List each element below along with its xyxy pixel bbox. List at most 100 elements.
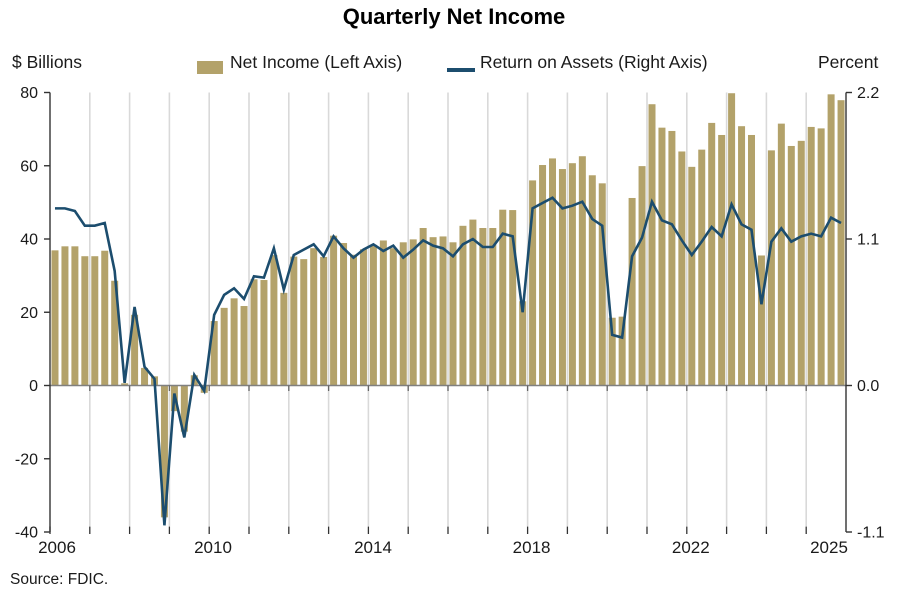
net-income-bar [588,175,596,386]
right-axis-tick-label: 0.0 [857,378,879,395]
net-income-bar [688,166,696,386]
net-income-bar [499,209,507,386]
net-income-bar [618,316,626,386]
net-income-bar [827,94,835,386]
left-axis-tick-label: -40 [15,525,38,542]
net-income-bar [250,279,258,386]
net-income-bar [300,259,308,386]
net-income-bar [787,145,795,386]
net-income-bar [330,235,338,386]
net-income-bar [628,197,636,386]
net-income-bar [121,383,129,386]
net-income-bar [270,255,278,386]
x-axis-year-label: 2018 [513,538,551,557]
x-axis-year-label: 2006 [38,538,76,557]
net-income-bar [777,123,785,386]
left-axis-unit-label: $ Billions [12,52,83,72]
net-income-bar [708,122,716,386]
net-income-bar [160,385,168,518]
right-axis-tick-label: -1.1 [857,525,885,542]
x-axis-year-label: 2014 [354,538,392,557]
net-income-bar [389,248,397,386]
net-income-bar [568,163,576,386]
x-axis-year-label: 2022 [672,538,710,557]
left-axis-tick-label: 60 [20,158,38,175]
left-axis-tick-label: 20 [20,305,38,322]
net-income-bar [549,158,556,386]
net-income-bar [131,314,139,386]
right-axis-unit-label: Percent [818,52,879,72]
net-income-bar [459,225,467,386]
net-income-bar [280,292,288,386]
net-income-bar [658,127,666,386]
net-income-bar [101,250,109,386]
source-note: Source: FDIC. [10,571,109,588]
net-income-bar [797,140,805,386]
chart-title: Quarterly Net Income [342,4,566,29]
net-income-bar [230,298,238,386]
right-axis-tick-label: 1.1 [857,232,879,249]
net-income-bar [51,250,59,386]
net-income-bar [290,256,298,386]
net-income-bar [817,128,825,386]
net-income-bar [519,301,527,386]
net-income-bar [837,100,845,386]
net-income-bar [429,237,437,386]
x-axis-year-label: 2025 [810,538,848,557]
net-income-bars [51,93,845,518]
net-income-bar [141,367,149,386]
net-income-bar [359,249,367,386]
net-income-bar [738,126,746,386]
net-income-bar [728,93,736,386]
net-income-bar [220,307,228,386]
net-income-legend-swatch-icon [197,61,223,74]
net-income-bar [608,317,616,386]
net-income-bar [350,254,357,386]
net-income-bar [469,219,477,386]
net-income-bar [439,236,447,386]
net-income-bar [369,244,377,386]
net-income-bar [668,130,676,386]
net-income-bar [180,385,188,432]
net-income-bar [598,183,606,386]
net-income-bar [529,180,537,386]
net-income-bar [767,150,775,386]
net-income-bar [340,243,348,386]
x-axis-year-label: 2010 [194,538,232,557]
return-on-assets-line [54,196,842,526]
net-income-bar [419,228,427,386]
zero-line-year-ticks [89,385,807,391]
net-income-bar [91,256,99,386]
net-income-bar [718,134,726,386]
legend-net-income-label: Net Income (Left Axis) [230,52,403,72]
x-axis: 2006 2010 2014 2018 2022 2025 [38,526,848,557]
net-income-bar [489,228,497,386]
net-income-bar [320,256,328,386]
return-on-assets-legend-line-icon [447,68,475,72]
net-income-bar [399,242,407,386]
left-axis-tick-label: -20 [15,451,38,468]
net-income-bar [379,240,387,386]
net-income-bar [240,306,248,386]
net-income-bar [310,248,318,386]
net-income-bar [61,246,69,386]
net-income-bar [757,255,765,386]
net-income-bar [539,165,547,386]
left-axis-tick-label: 80 [20,85,38,102]
net-income-bar [81,256,89,386]
net-income-bar [648,104,656,386]
left-axis-tick-label: 0 [29,378,38,395]
right-axis: 2.2 1.1 0.0 -1.1 [845,85,885,542]
net-income-bar [71,246,79,386]
left-axis: 80 60 40 20 0 -20 -40 [15,85,51,542]
right-axis-tick-label: 2.2 [857,85,879,102]
year-gridlines [89,92,808,526]
net-income-bar [210,321,218,386]
net-income-bar [748,134,755,386]
net-income-bar [409,239,417,386]
net-income-bar [698,149,706,386]
net-income-bar [509,210,517,386]
net-income-bar [479,228,487,386]
